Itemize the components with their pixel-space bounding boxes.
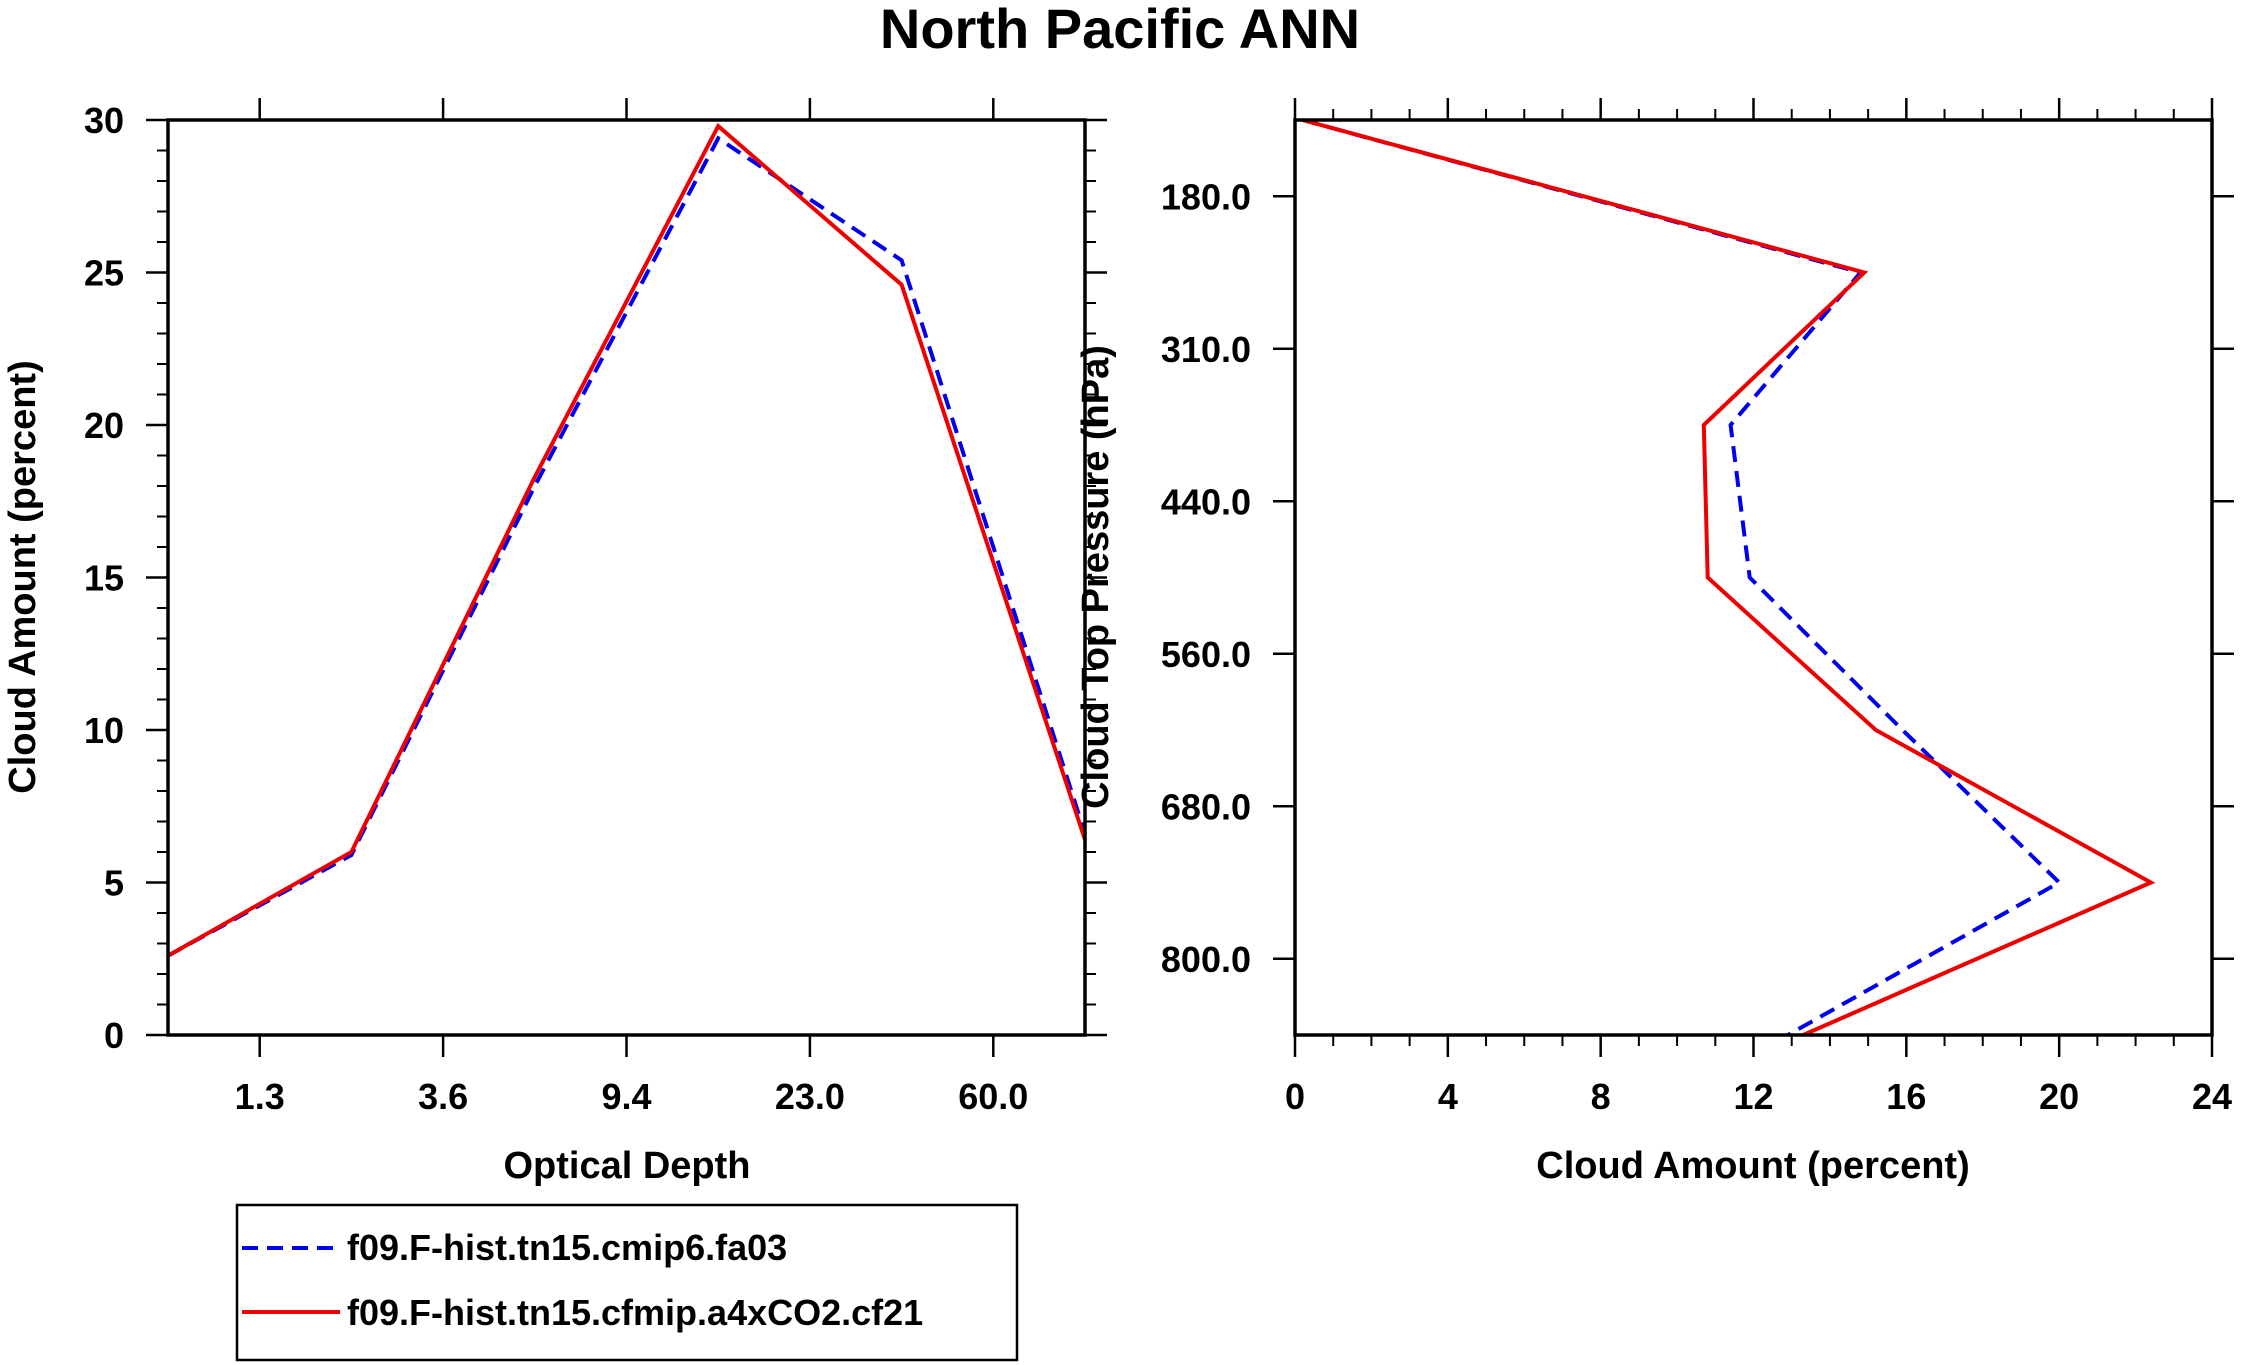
right-x-tick-label: 20 — [2039, 1076, 2079, 1117]
left-y-tick-label: 25 — [84, 253, 124, 294]
right-y-tick-label: 440.0 — [1161, 481, 1251, 522]
left-y-tick-label: 20 — [84, 405, 124, 446]
right-y-tick-label: 560.0 — [1161, 634, 1251, 675]
left-plot-series — [167, 122, 1087, 958]
legend-label-0: f09.F-hist.tn15.cmip6.fa03 — [347, 1227, 787, 1268]
left-x-tick-label: 60.0 — [958, 1076, 1028, 1117]
optical-depth-plot: 1.3 3.6 9.4 23.0 60.0 0 5 10 15 20 25 30 Optical D… — [2, 98, 1107, 1187]
left-x-tick-label: 23.0 — [775, 1076, 845, 1117]
legend-box — [235, 1203, 1019, 1362]
right-y-tick-label: 310.0 — [1161, 329, 1251, 370]
right-y-axis-label: Cloud Top Pressure (hPa) — [1075, 345, 1117, 809]
right-y-tick-labels: 180.0 310.0 440.0 560.0 680.0 800.0 — [1161, 176, 1251, 980]
left-x-tick-labels: 1.3 3.6 9.4 23.0 60.0 — [235, 1076, 1029, 1117]
right-x-axis-label: Cloud Amount (percent) — [1536, 1145, 1969, 1187]
left-x-axis-label: Optical Depth — [503, 1145, 750, 1187]
left-axis-ticks — [146, 98, 1107, 1057]
left-y-tick-label: 15 — [84, 558, 124, 599]
left-x-tick-label: 9.4 — [601, 1076, 651, 1117]
left-series-solid — [167, 122, 1087, 958]
legend-label-1: f09.F-hist.tn15.cfmip.a4xCO2.cf21 — [347, 1292, 923, 1333]
right-x-tick-label: 8 — [1591, 1076, 1611, 1117]
left-y-tick-label: 30 — [84, 100, 124, 141]
right-x-tick-label: 12 — [1733, 1076, 1773, 1117]
left-y-tick-labels: 0 5 10 15 20 25 30 — [84, 100, 124, 1056]
right-series-solid — [1302, 118, 2156, 1037]
legend: f09.F-hist.tn15.cmip6.fa03 f09.F-hist.tn… — [235, 1203, 1019, 1362]
right-x-tick-labels: 0 4 8 12 16 20 24 — [1285, 1076, 2232, 1117]
right-x-tick-label: 24 — [2192, 1076, 2232, 1117]
right-x-tick-label: 16 — [1886, 1076, 1926, 1117]
left-plot-frame — [166, 118, 1087, 1037]
left-series-dashed — [167, 135, 1087, 958]
left-x-tick-label: 1.3 — [235, 1076, 285, 1117]
left-y-tick-label: 5 — [104, 863, 124, 904]
right-x-tick-label: 4 — [1438, 1076, 1458, 1117]
right-y-tick-label: 680.0 — [1161, 786, 1251, 827]
cloud-top-pressure-plot: 0 4 8 12 16 20 24 180.0 310.0 440.0 560.0 680.0 800… — [1075, 98, 2234, 1187]
right-y-tick-label: 800.0 — [1161, 939, 1251, 980]
right-series-dashed — [1302, 118, 2063, 1037]
left-y-axis-label: Cloud Amount (percent) — [2, 360, 44, 793]
right-axis-ticks — [1273, 98, 2234, 1057]
right-y-tick-label: 180.0 — [1161, 176, 1251, 217]
figure-title: North Pacific ANN — [880, 0, 1360, 60]
right-plot-frame — [1293, 118, 2214, 1037]
left-x-tick-label: 3.6 — [418, 1076, 468, 1117]
right-x-tick-label: 0 — [1285, 1076, 1305, 1117]
left-y-tick-label: 10 — [84, 710, 124, 751]
left-y-tick-label: 0 — [104, 1015, 124, 1056]
right-plot-series — [1302, 118, 2156, 1037]
